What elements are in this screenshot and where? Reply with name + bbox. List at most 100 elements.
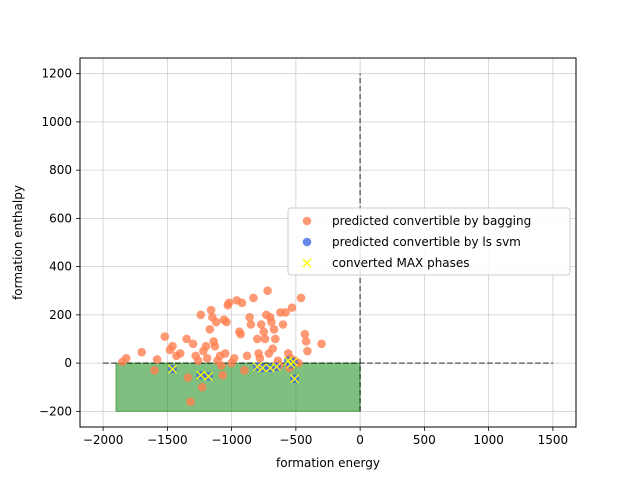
y-tick-label: 0 [64, 356, 72, 370]
y-tick-label: 1200 [41, 67, 72, 81]
legend: predicted convertible by bagging predicte… [287, 207, 571, 276]
data-point [197, 382, 207, 392]
data-point [137, 347, 146, 357]
x-marker-stroke [252, 362, 262, 372]
data-point [267, 317, 276, 327]
x-tick-label: −500 [279, 433, 312, 447]
data-point [224, 298, 234, 308]
x-tick-label: −2000 [83, 433, 124, 447]
data-point [259, 327, 269, 337]
data-point [217, 361, 226, 370]
data-points [118, 286, 326, 406]
legend-box [287, 207, 571, 276]
x-tick-label: −1500 [147, 433, 188, 447]
y-tick-label: 1000 [41, 115, 72, 129]
data-point [271, 334, 280, 344]
y-tick-label: −200 [39, 404, 72, 418]
legend-label: predicted convertible by bagging [332, 214, 531, 228]
x-marker-stroke [288, 357, 298, 367]
data-point [204, 371, 213, 381]
data-point [278, 320, 288, 329]
data-point [182, 334, 191, 344]
x-axis-label: formation energy [276, 456, 380, 470]
data-point [287, 303, 297, 312]
x-marker-stroke [258, 363, 267, 373]
x-marker-stroke [302, 258, 312, 268]
data-point [222, 317, 231, 327]
x-marker-stroke [283, 356, 293, 366]
data-point [211, 317, 221, 327]
data-point [218, 370, 227, 380]
data-point [196, 370, 206, 380]
shaded-region-group [115, 362, 361, 412]
data-point [246, 320, 256, 329]
data-point [272, 362, 282, 372]
legend-marker [302, 258, 312, 268]
data-point [260, 334, 270, 344]
legend-label: converted MAX phases [332, 256, 470, 270]
data-point [255, 353, 265, 363]
data-point [236, 329, 245, 339]
data-point [245, 312, 254, 322]
data-point [268, 344, 278, 353]
y-tick-label: 400 [49, 260, 72, 274]
data-point [252, 362, 262, 372]
x-tick-label: −1000 [211, 433, 252, 447]
axes-frame [79, 57, 577, 428]
data-point [301, 337, 311, 346]
data-point [183, 373, 193, 382]
x-tick-label: 500 [413, 433, 436, 447]
y-tick-label: 600 [49, 211, 72, 225]
data-point [210, 341, 220, 351]
data-point [202, 353, 212, 363]
data-point [240, 366, 249, 375]
data-point [201, 341, 211, 351]
legend-label: predicted convertible by ls svm [332, 235, 521, 249]
data-point [263, 286, 272, 296]
data-point [193, 356, 203, 365]
data-point [249, 293, 258, 303]
x-axis-ticks: −2000 −1500 −1000 −500 0 500 1000 1500 [83, 427, 568, 447]
data-point [160, 332, 170, 341]
data-point [269, 325, 279, 334]
legend-marker [302, 237, 312, 247]
shaded-region [115, 362, 361, 412]
data-point [258, 363, 267, 373]
x-tick-label: 0 [356, 433, 364, 447]
data-point [281, 308, 290, 317]
x-marker-stroke [196, 370, 206, 380]
data-point [290, 374, 300, 384]
data-point [229, 353, 239, 363]
data-point [196, 310, 206, 320]
x-marker-stroke [168, 364, 177, 374]
data-point [206, 305, 216, 315]
series-3-points [168, 356, 300, 384]
data-point [303, 346, 312, 356]
y-axis-ticks: −200 0 200 400 600 800 1000 1200 [39, 67, 80, 418]
x-marker-stroke [272, 362, 282, 372]
data-point [300, 329, 310, 339]
data-point [220, 349, 230, 358]
data-point [288, 357, 298, 367]
data-point [253, 334, 262, 344]
data-point [317, 339, 326, 349]
data-point [121, 353, 131, 363]
data-point [205, 325, 215, 334]
data-point [242, 351, 252, 361]
data-point [168, 341, 177, 351]
y-tick-label: 200 [49, 308, 72, 322]
data-point [296, 293, 306, 303]
y-tick-label: 800 [49, 163, 72, 177]
x-marker-stroke [290, 374, 300, 384]
data-point [188, 339, 198, 349]
y-axis-label: formation enthalpy [11, 185, 25, 300]
legend-marker [302, 216, 312, 226]
data-point [256, 320, 266, 329]
x-marker-stroke [265, 363, 275, 373]
x-tick-label: 1500 [538, 433, 569, 447]
x-marker-stroke [204, 371, 213, 381]
series-1-points [118, 286, 326, 406]
data-point [237, 298, 247, 308]
data-point [150, 366, 159, 375]
